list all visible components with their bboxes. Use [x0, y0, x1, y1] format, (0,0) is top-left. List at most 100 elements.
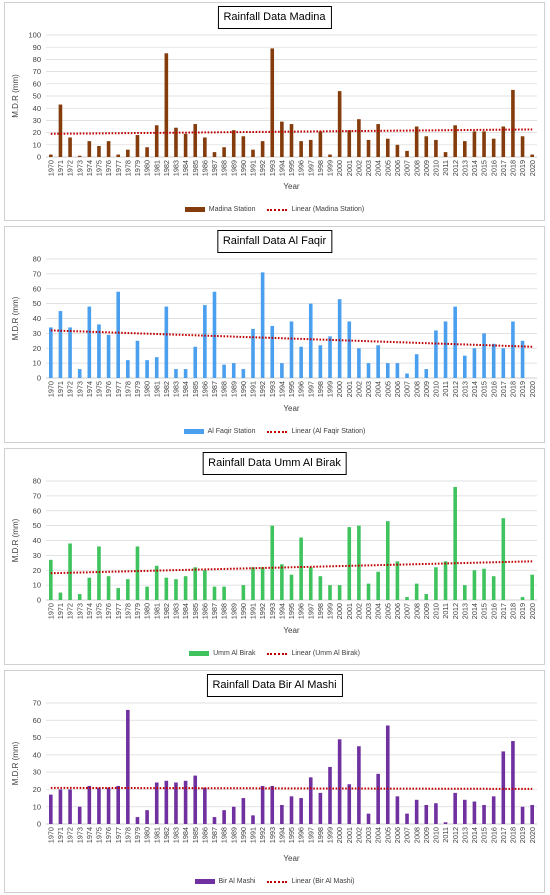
x-tick-label: 1983 [172, 381, 181, 397]
x-tick-label: 1981 [152, 603, 161, 619]
bar-1995 [289, 321, 294, 378]
legend-item-trendline: Linear (Bir Al Mashi) [267, 878, 355, 885]
bar-1974 [87, 141, 92, 157]
x-axis-title: Year [283, 626, 300, 635]
bar-2013 [462, 585, 467, 600]
x-tick-label: 1975 [95, 827, 104, 843]
x-tick-label: 1980 [143, 381, 152, 397]
bar-2000 [337, 91, 342, 157]
x-tick-label: 2005 [383, 160, 392, 176]
bar-2006 [395, 144, 400, 157]
y-tick-label: 10 [33, 140, 41, 149]
x-tick-label: 1988 [220, 160, 229, 176]
bar-1971 [58, 104, 63, 157]
legend-swatch-trendline [267, 652, 288, 655]
x-tick-label: 1997 [306, 827, 315, 843]
bar-1993 [270, 785, 275, 824]
bar-2008 [414, 583, 419, 600]
x-tick-label: 2017 [499, 827, 508, 843]
bar-2016 [491, 138, 496, 157]
bar-2002 [357, 119, 361, 157]
x-tick-label: 2019 [518, 381, 527, 397]
bar-1979 [135, 817, 140, 824]
legend-label-station: Umm Al Birak [213, 650, 256, 657]
bar-1974 [87, 577, 92, 600]
chart-panel-al-faqir: 0 10 20 30 40 50 60 70 80 1970 1971 1972 1973 1974 197… [4, 226, 545, 443]
bar-1978 [126, 709, 130, 824]
bar-2018 [511, 321, 515, 378]
bar-1974 [87, 306, 92, 378]
y-tick-label: 60 [33, 716, 41, 725]
x-tick-label: 2019 [518, 827, 527, 843]
x-tick-label: 2014 [470, 827, 479, 843]
x-tick-label: 1979 [133, 603, 142, 619]
bar-2005 [385, 363, 390, 378]
x-tick-label: 2016 [489, 603, 498, 619]
bar-1979 [135, 340, 140, 378]
x-tick-label: 1993 [268, 603, 277, 619]
bar-2011 [443, 561, 448, 600]
bar-1989 [231, 806, 236, 824]
x-tick-label: 2015 [480, 603, 489, 619]
x-tick-label: 1987 [210, 603, 219, 619]
x-tick-label: 2016 [489, 827, 498, 843]
x-tick-label: 1972 [66, 827, 75, 843]
x-tick-label: 1988 [220, 381, 229, 397]
x-tick-label: 2003 [364, 827, 373, 843]
x-tick-label: 1980 [143, 603, 152, 619]
bar-2008 [414, 799, 419, 824]
bar-1983 [174, 579, 178, 600]
bar-1984 [183, 780, 188, 824]
bar-2003 [366, 363, 371, 378]
x-tick-label: 2015 [480, 160, 489, 176]
y-tick-label: 40 [33, 750, 41, 759]
x-tick-label: 1988 [220, 603, 229, 619]
legend-label-trendline: Linear (Umm Al Birak) [291, 650, 360, 657]
x-tick-label: 1987 [210, 160, 219, 176]
x-tick-label: 2009 [422, 603, 431, 619]
bar-2001 [347, 784, 352, 824]
bar-1993 [270, 325, 275, 378]
x-tick-label: 1989 [229, 381, 238, 397]
legend-swatch-bar [189, 651, 210, 656]
bar-1992 [260, 785, 265, 824]
x-tick-label: 1972 [66, 603, 75, 619]
bar-2001 [347, 130, 352, 157]
legend-label-station: Al Faqir Station [207, 428, 256, 435]
chart-legend: Umm Al Birak Linear (Umm Al Birak) [5, 648, 544, 659]
bar-1997 [308, 139, 313, 157]
x-tick-label: 1970 [46, 603, 55, 619]
x-tick-label: 2005 [383, 381, 392, 397]
x-tick-label: 1999 [326, 160, 335, 176]
x-tick-label: 1991 [249, 381, 258, 397]
x-tick-label: 2003 [364, 160, 373, 176]
x-tick-label: 1999 [326, 603, 335, 619]
bar-2004 [376, 124, 380, 157]
bar-1981 [154, 125, 159, 157]
chart-title: Rainfall Data Al Faqir [216, 230, 333, 253]
bar-1982 [164, 306, 169, 378]
x-tick-label: 1975 [95, 160, 104, 176]
chart-panel-umm-al-birak: 0 10 20 30 40 50 60 70 80 1970 1971 1972 1973 1974 197… [4, 448, 545, 665]
bar-1991 [251, 149, 255, 157]
bar-2010 [434, 139, 438, 157]
y-tick-label: 70 [33, 67, 41, 76]
x-tick-label: 2006 [393, 827, 402, 843]
x-tick-label: 2018 [509, 603, 518, 619]
bar-1990 [241, 369, 246, 378]
bar-2017 [501, 751, 506, 824]
x-tick-label: 2001 [345, 603, 354, 619]
bar-2011 [443, 822, 448, 824]
bar-1973 [77, 594, 82, 600]
x-tick-label: 1981 [152, 827, 161, 843]
bar-2003 [366, 139, 371, 157]
y-tick-label: 40 [33, 536, 41, 545]
bar-1977 [116, 588, 121, 600]
y-tick-label: 0 [37, 374, 41, 383]
y-tick-label: 50 [33, 299, 41, 308]
bar-1978 [126, 360, 130, 378]
bar-1980 [145, 586, 149, 600]
bar-2019 [520, 340, 525, 378]
